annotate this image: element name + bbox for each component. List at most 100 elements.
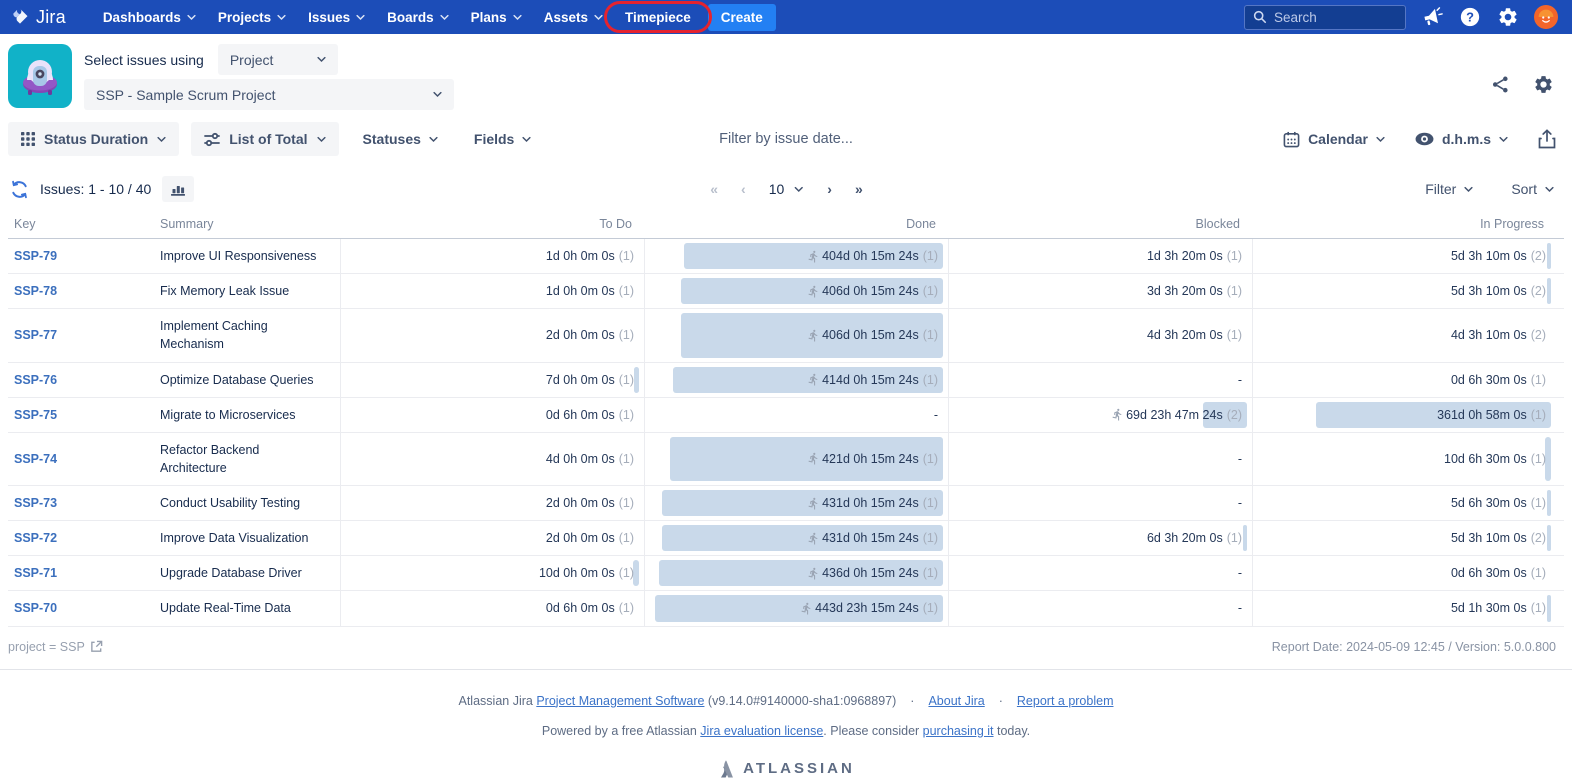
duration-value: 2d 0h 0m 0s (1) [545, 328, 634, 343]
duration-bar [673, 366, 943, 393]
view-mode-label: List of Total [229, 131, 308, 147]
issue-source-value: Project [229, 51, 274, 68]
footer-link[interactable]: About Jira [928, 693, 985, 708]
issue-key-link[interactable]: SSP-74 [14, 451, 58, 466]
create-button[interactable]: Create [707, 3, 776, 31]
issue-key-cell: SSP-77 [8, 309, 160, 361]
report-type-dropdown[interactable]: Status Duration [8, 122, 180, 156]
table-row: SSP-75 Migrate to Microservices 0d 6h 0m 0… [8, 397, 1564, 433]
duration-cell-done: 431d 0h 15m 24s (1) [644, 486, 948, 521]
calendar-dropdown[interactable]: Calendar [1283, 122, 1385, 156]
nav-item-boards[interactable]: Boards [376, 0, 460, 34]
last-page-icon[interactable]: » [854, 181, 863, 197]
duration-cell-inprogress: 5d 3h 10m 0s (2) [1252, 274, 1556, 309]
duration-cell-blocked: - [948, 432, 1252, 485]
gear-icon[interactable] [1496, 5, 1520, 29]
jira-logo[interactable]: Jira [10, 7, 66, 28]
export-icon[interactable] [1538, 129, 1556, 149]
issue-key-link[interactable]: SSP-73 [14, 496, 58, 511]
footer-text: . Please consider [823, 723, 923, 738]
next-page-icon[interactable]: › [827, 181, 832, 197]
jira-logo-text: Jira [36, 6, 66, 27]
sort-dropdown[interactable]: Sort [1511, 181, 1554, 197]
nav-item-issues[interactable]: Issues [297, 0, 376, 34]
prev-page-icon[interactable]: ‹ [741, 181, 746, 197]
duration-value: - [1237, 566, 1242, 581]
issue-summary-cell: Update Real-Time Data [160, 601, 291, 616]
search-input[interactable]: Search [1244, 4, 1406, 30]
duration-cell-inprogress: 0d 6h 30m 0s (1) [1252, 362, 1556, 397]
duration-cell-blocked: 3d 3h 20m 0s (1) [948, 274, 1252, 309]
atlassian-logo-icon [721, 759, 734, 778]
duration-cell-done: 406d 0h 15m 24s (1) [644, 309, 948, 362]
svg-text:?: ? [1466, 10, 1474, 25]
issue-key-link[interactable]: SSP-78 [14, 284, 58, 299]
issue-summary-cell: Optimize Database Queries [160, 372, 314, 387]
view-mode-dropdown[interactable]: List of Total [191, 122, 339, 156]
footer-link[interactable]: purchasing it [922, 723, 994, 738]
nav-item-plans[interactable]: Plans [460, 0, 533, 34]
duration-cell-done: 443d 23h 15m 24s (1) [644, 591, 948, 626]
duration-cell-blocked: 1d 3h 20m 0s (1) [948, 239, 1252, 274]
report-toolbar: Status Duration List of Total Statuses F… [0, 118, 1572, 168]
issue-key-link[interactable]: SSP-72 [14, 531, 58, 546]
issue-key-link[interactable]: SSP-70 [14, 601, 58, 616]
footer-link[interactable]: Report a problem [1016, 693, 1114, 708]
runner-icon [808, 497, 818, 510]
duration-bar [1547, 243, 1551, 270]
nav-item-label: Issues [308, 9, 351, 25]
avatar[interactable] [1534, 5, 1558, 29]
footer-link[interactable]: Jira evaluation license [700, 723, 824, 738]
pagination: « ‹ 10 › » [710, 181, 862, 197]
issue-key-link[interactable]: SSP-77 [14, 328, 58, 343]
duration-cell-inprogress: 5d 6h 30m 0s (1) [1252, 486, 1556, 521]
footer-text: today. [993, 723, 1031, 738]
issue-key-cell: SSP-78 [8, 274, 160, 308]
first-page-icon[interactable]: « [710, 181, 718, 197]
duration-value: 361d 0h 58m 0s (1) [1437, 407, 1546, 422]
nav-item-dashboards[interactable]: Dashboards [92, 0, 207, 34]
duration-value: 1d 0h 0m 0s (1) [545, 284, 634, 299]
megaphone-icon[interactable] [1420, 5, 1444, 29]
page-size-dropdown[interactable]: 10 [769, 181, 804, 197]
filter-dropdown[interactable]: Filter [1425, 181, 1473, 197]
statuses-dropdown[interactable]: Statuses [351, 122, 450, 156]
project-dropdown[interactable]: SSP - Sample Scrum Project [84, 79, 454, 110]
refresh-icon[interactable] [10, 180, 29, 199]
bar-chart-toggle-button[interactable] [162, 176, 195, 202]
nav-item-projects[interactable]: Projects [207, 0, 297, 34]
nav-item-timepiece[interactable]: Timepiece [614, 0, 702, 34]
issue-key-link[interactable]: SSP-71 [14, 566, 58, 581]
status-duration-table: Key Summary To Do Done Blocked In Progress SS… [8, 212, 1564, 627]
footer-link[interactable]: Project Management Software [536, 693, 705, 708]
column-header-done: Done [906, 217, 936, 231]
share-icon[interactable] [1490, 74, 1511, 95]
time-format-dropdown[interactable]: d.h.m.s [1415, 122, 1508, 156]
duration-bar [662, 525, 943, 552]
runner-icon [801, 602, 811, 615]
report-type-label: Status Duration [44, 131, 149, 147]
issue-source-dropdown[interactable]: Project [217, 44, 338, 75]
issue-key-link[interactable]: SSP-79 [14, 249, 58, 264]
jql-link[interactable]: project = SSP [8, 640, 103, 654]
fields-dropdown[interactable]: Fields [462, 122, 543, 156]
jql-text: project = SSP [8, 639, 85, 654]
duration-cell-blocked: - [948, 362, 1252, 397]
table-row: SSP-71 Upgrade Database Driver 10d 0h 0m 0… [8, 556, 1564, 592]
calendar-icon [1283, 131, 1300, 148]
column-header-in-progress: In Progress [1480, 217, 1544, 231]
duration-value: 5d 3h 10m 0s (2) [1450, 249, 1546, 264]
issue-key-link[interactable]: SSP-76 [14, 372, 58, 387]
help-icon[interactable]: ? [1458, 5, 1482, 29]
duration-bar [670, 436, 943, 481]
issue-key-link[interactable]: SSP-75 [14, 407, 58, 422]
timepiece-app-icon[interactable] [8, 44, 72, 108]
duration-value: 69d 23h 47m 24s (2) [1111, 408, 1242, 422]
date-filter-input[interactable]: Filter by issue date... [719, 131, 853, 147]
issue-key-cell: SSP-74 [8, 433, 160, 485]
settings-gear-icon[interactable] [1533, 74, 1554, 95]
nav-item-assets[interactable]: Assets [533, 0, 614, 34]
duration-bar [681, 313, 943, 358]
duration-bar [1316, 401, 1551, 428]
atlassian-logo-text: ATLASSIAN [743, 760, 855, 777]
